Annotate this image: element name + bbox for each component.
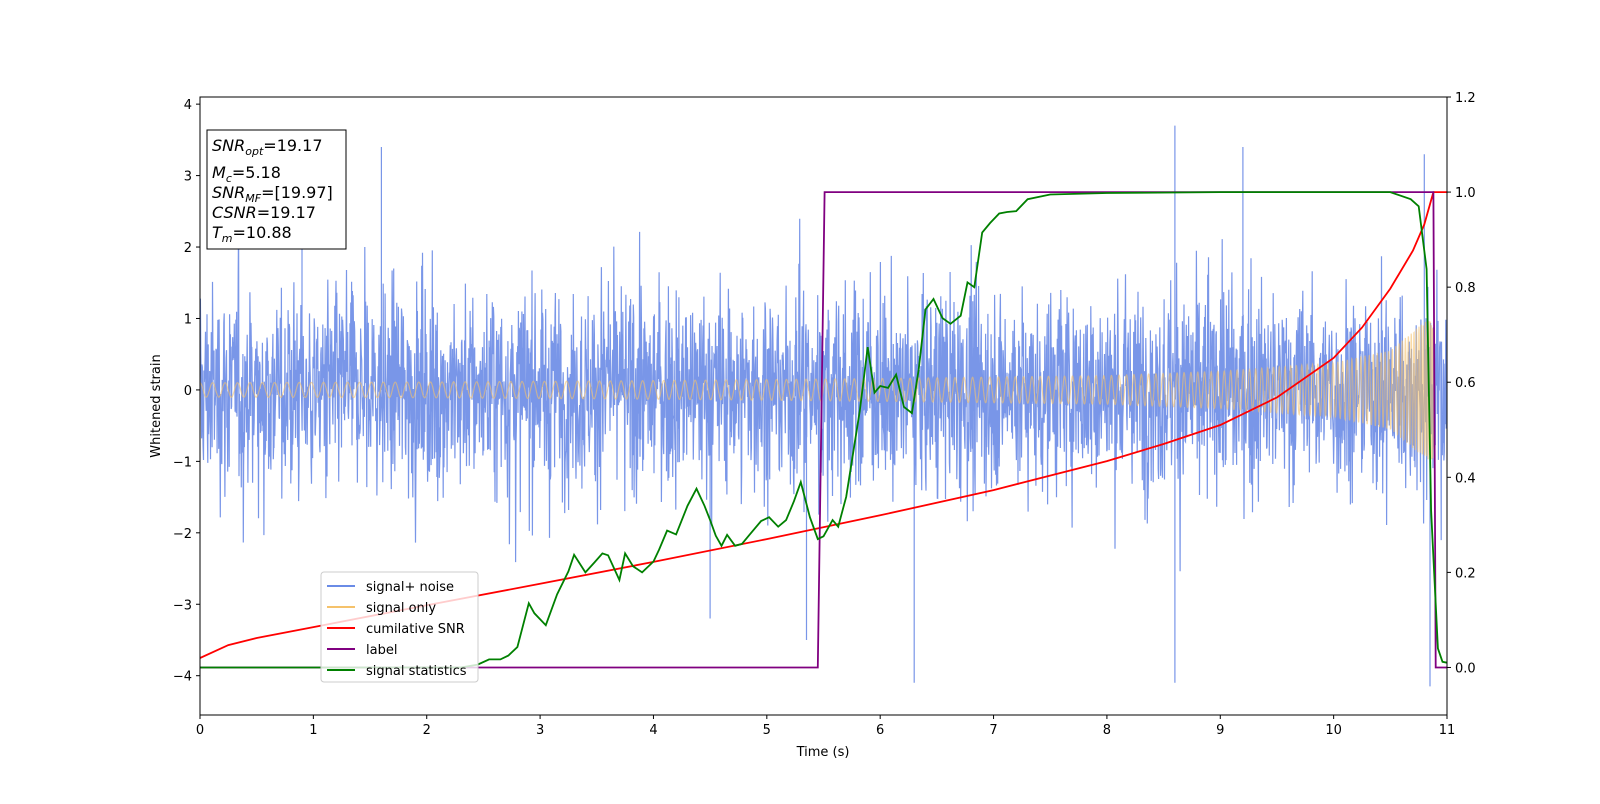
legend-entry: signal+ noise: [327, 580, 454, 595]
y2-tick-label: 0.6: [1455, 376, 1476, 391]
legend-frame: [320, 571, 479, 683]
y2-tick-label: 0.4: [1455, 471, 1476, 486]
legend-label: signal+ noise: [366, 580, 454, 595]
y-tick-label: 3: [184, 170, 192, 185]
y-tick-label: 0: [184, 384, 192, 399]
y-tick-label: 4: [184, 98, 192, 113]
legend: signal+ noise signal only cumilative SNR la…: [320, 571, 479, 683]
legend-label: label: [366, 643, 397, 658]
series-signal-noise-line: [200, 125, 1447, 687]
info-snr-mf: SNRMF=[19.97]: [212, 183, 333, 205]
info-snr-mf-value: =[19.97]: [261, 183, 333, 202]
x-axis-label: Time (s): [796, 745, 850, 760]
info-box: SNRopt=19.17 Mc=5.18 SNRMF=[19.97] CSNR=…: [206, 129, 347, 250]
x-tick-label: 10: [1325, 723, 1342, 738]
ticks-layer: 0 1 2 3 4 5 6 7 8 9 10 1143210−1−2−3−41.21.00.80.60…: [173, 91, 1476, 738]
x-tick-label: 5: [763, 723, 771, 738]
x-tick-label: 3: [536, 723, 544, 738]
x-tick-label: 8: [1103, 723, 1111, 738]
y2-tick-label: 0.2: [1455, 566, 1476, 581]
legend-label: signal statistics: [366, 664, 467, 679]
y-tick-label: −3: [173, 598, 192, 613]
y-tick-label: −1: [173, 455, 192, 470]
x-tick-label: 9: [1216, 723, 1224, 738]
series-signal-only-line: [200, 321, 1434, 460]
y2-tick-label: 1.2: [1455, 91, 1476, 106]
y-tick-label: −2: [173, 527, 192, 542]
x-tick-label: 6: [876, 723, 884, 738]
info-csnr-value: =19.17: [257, 203, 316, 222]
legend-label: signal only: [366, 601, 436, 616]
y2-tick-label: 1.0: [1455, 186, 1476, 201]
legend-entry: cumilative SNR: [327, 622, 465, 637]
x-tick-label: 4: [649, 723, 657, 738]
info-tm: Tm=10.88: [212, 223, 292, 245]
info-mc-value: =5.18: [232, 163, 281, 182]
plot-frame: [199, 96, 1448, 716]
x-tick-label: 2: [423, 723, 431, 738]
info-snr-opt: SNRopt=19.17: [212, 136, 323, 158]
info-tm-value: =10.88: [233, 223, 292, 242]
legend-label: cumilative SNR: [366, 622, 465, 637]
x-tick-label: 11: [1439, 723, 1456, 738]
info-snr-opt-value: =19.17: [263, 136, 322, 155]
legend-entry: signal statistics: [327, 664, 467, 679]
y2-tick-label: 0.8: [1455, 281, 1476, 296]
y2-tick-label: 0.0: [1455, 661, 1476, 676]
x-tick-label: 0: [196, 723, 204, 738]
legend-entry: label: [327, 643, 397, 658]
x-tick-label: 1: [309, 723, 317, 738]
legend-entry: signal only: [327, 601, 436, 616]
info-mc: Mc=5.18: [212, 163, 281, 185]
series-signal-statistics-line: [200, 191, 1447, 669]
info-csnr: CSNR=19.17: [212, 203, 316, 222]
y-tick-label: 2: [184, 241, 192, 256]
y-axis-label: Whitened strain: [149, 354, 164, 457]
y-tick-label: −4: [173, 670, 192, 685]
y-tick-label: 1: [184, 312, 192, 327]
info-box-frame: [206, 129, 347, 250]
x-tick-label: 7: [989, 723, 997, 738]
